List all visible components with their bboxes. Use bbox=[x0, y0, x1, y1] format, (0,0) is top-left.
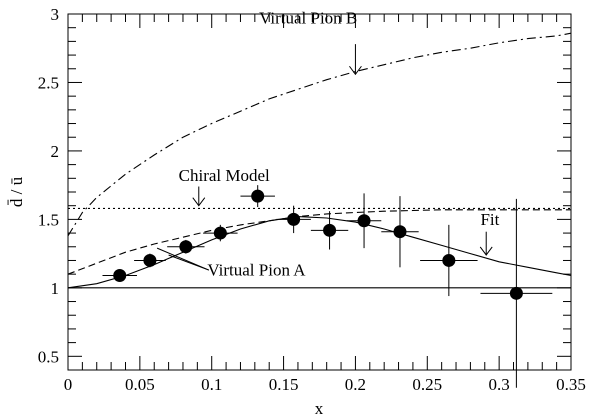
annotation-arrow-head bbox=[192, 197, 206, 207]
x-axis-label: x bbox=[315, 399, 324, 418]
x-tick-label: 0.25 bbox=[412, 375, 442, 394]
data-point bbox=[143, 253, 157, 267]
y-axis-label: d̄ / ū bbox=[7, 176, 26, 207]
x-tick-label: 0.15 bbox=[269, 375, 299, 394]
data-point bbox=[251, 189, 265, 203]
y-tick-label: 0.5 bbox=[38, 347, 59, 366]
data-point bbox=[287, 212, 301, 226]
axis-tick-labels: 0 0.05 0.1 0.15 0.2 0.25 0.3 0.35 0.5 1 1.5 2 2.5 3 bbox=[38, 5, 586, 394]
y-tick-label: 2 bbox=[51, 142, 60, 161]
model-curves bbox=[67, 32, 572, 289]
series-virtual-pion-b bbox=[67, 32, 572, 237]
x-tick-label: 0.3 bbox=[489, 375, 510, 394]
y-tick-label: 1.5 bbox=[38, 210, 59, 229]
annotations: Virtual Pion B Chiral Model Virtual Pion A… bbox=[156, 9, 500, 280]
y-tick-label: 3 bbox=[51, 5, 60, 24]
x-tick-label: 0.2 bbox=[345, 375, 366, 394]
data-point bbox=[179, 240, 193, 254]
x-tick-label: 0.05 bbox=[125, 375, 155, 394]
data-point bbox=[113, 269, 127, 283]
data-point bbox=[213, 226, 227, 240]
data-point bbox=[357, 214, 371, 228]
annotation-label: Chiral Model bbox=[179, 166, 270, 185]
axis-ticks bbox=[67, 13, 572, 371]
annotation-label: Virtual Pion B bbox=[259, 9, 357, 28]
series-virtual-pion-a bbox=[67, 209, 571, 275]
y-tick-label: 2.5 bbox=[38, 73, 59, 92]
x-tick-label: 0 bbox=[64, 375, 73, 394]
annotation-pointer-line bbox=[168, 254, 210, 271]
data-points bbox=[102, 185, 553, 388]
y-tick-label: 1 bbox=[51, 279, 60, 298]
annotation-arrow-head bbox=[349, 65, 362, 76]
annotation-label: Virtual Pion A bbox=[207, 261, 306, 280]
x-tick-label: 0.35 bbox=[556, 375, 586, 394]
data-point bbox=[323, 223, 337, 237]
annotation-label: Fit bbox=[480, 210, 499, 229]
data-point bbox=[393, 225, 407, 239]
plot-frame bbox=[67, 13, 572, 371]
data-point bbox=[442, 253, 456, 267]
annotation-arrow-head bbox=[479, 246, 493, 256]
data-point bbox=[509, 286, 523, 300]
x-tick-label: 0.1 bbox=[201, 375, 222, 394]
